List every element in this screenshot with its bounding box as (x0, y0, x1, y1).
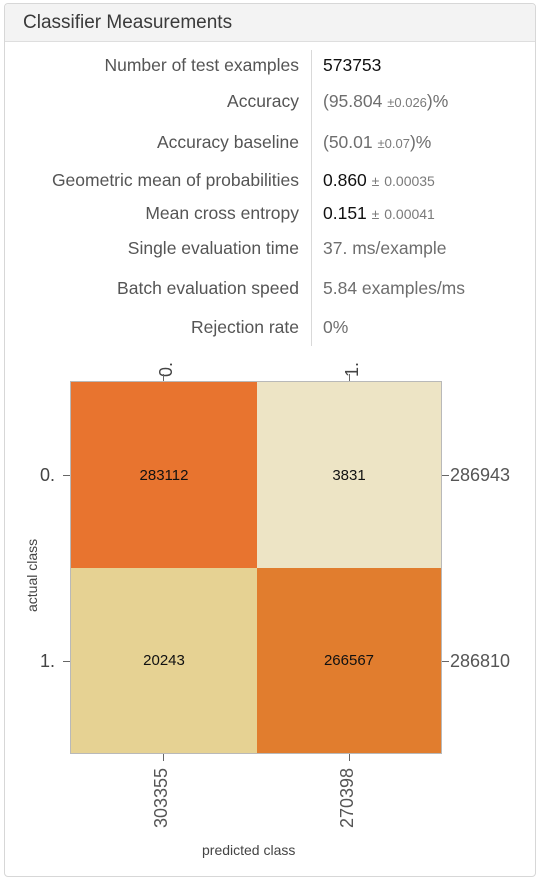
column-total-1: 270398 (337, 767, 357, 828)
metric-value: 37. ms/example (323, 238, 447, 258)
metric-label: Mean cross entropy (145, 203, 299, 223)
metric-row-test-examples: Number of test examples 573753 (0, 55, 540, 81)
metric-value: 0% (323, 317, 349, 337)
metric-label: Rejection rate (191, 317, 299, 337)
matrix-cell-1-1: 266567 (257, 568, 441, 753)
row-total-0: 286943 (450, 465, 511, 485)
column-label-1: 1. (342, 361, 362, 377)
x-axis-title: predicted class (202, 842, 296, 858)
metric-error: 0.07 (384, 136, 410, 151)
cell-count: 283112 (139, 466, 189, 484)
tick-left-1 (63, 661, 70, 662)
row-total-1: 286810 (450, 651, 511, 671)
metric-row-cross-entropy: Mean cross entropy 0.151 ± 0.00041 (0, 203, 540, 229)
metric-label: Geometric mean of probabilities (51, 170, 299, 190)
panel-title: Classifier Measurements (23, 12, 233, 33)
metric-value-group: 0.860 ± 0.00035 (323, 170, 435, 191)
metric-row-accuracy-baseline: Accuracy baseline (50.01 ±0.07)% (0, 132, 540, 158)
plus-minus-sign: ± (371, 206, 380, 222)
row-label-1: 1. (40, 651, 56, 671)
metric-error: 0.00035 (384, 173, 435, 189)
metric-value-group: 0.151 ± 0.00041 (323, 203, 435, 224)
metric-value-group: (50.01 ±0.07)% (323, 132, 431, 153)
matrix-cell-0-0: 283112 (71, 382, 257, 568)
column-total-0: 303355 (151, 767, 171, 828)
paren-open: ( (323, 91, 329, 111)
column-label-0: 0. (156, 361, 176, 377)
tick-right-1 (442, 661, 449, 662)
tick-bottom-1 (349, 754, 350, 761)
metric-label: Number of test examples (104, 55, 299, 75)
metric-label: Accuracy (227, 91, 299, 111)
tick-bottom-0 (163, 754, 164, 761)
plus-minus-sign: ± (371, 173, 380, 189)
metric-label: Single evaluation time (127, 238, 299, 258)
matrix-cell-0-1: 3831 (257, 382, 441, 568)
metric-value: 573753 (323, 55, 382, 75)
paren-open: ( (323, 132, 329, 152)
metric-label: Accuracy baseline (156, 132, 299, 152)
plus-minus-sign: ± (387, 95, 395, 110)
confusion-matrix-grid: 283112 3831 20243 266567 (70, 381, 442, 754)
metric-row-accuracy: Accuracy (95.804 ±0.026)% (0, 91, 540, 117)
metrics-divider (311, 50, 312, 346)
metric-value-group: (95.804 ±0.026)% (323, 91, 448, 112)
cell-count: 266567 (323, 652, 375, 669)
tick-top-1 (349, 374, 350, 381)
cell-count: 3831 (332, 466, 366, 484)
cell-count: 20243 (143, 652, 185, 669)
matrix-cell-1-0: 20243 (71, 568, 257, 753)
metric-value: 95.804 (328, 91, 383, 111)
tick-top-0 (163, 374, 164, 381)
metric-value: 0.151 (323, 203, 367, 223)
plus-minus-sign: ± (377, 136, 385, 151)
tick-left-0 (63, 475, 70, 476)
tick-right-0 (442, 475, 449, 476)
metric-error: 0.026 (394, 95, 427, 110)
metric-row-batch-eval-speed: Batch evaluation speed 5.84 examples/ms (0, 278, 540, 304)
metric-row-single-eval-time: Single evaluation time 37. ms/example (0, 238, 540, 264)
y-axis-title: actual class (24, 538, 40, 612)
row-label-0: 0. (40, 465, 56, 485)
metric-error: 0.00041 (384, 206, 435, 222)
metric-value: 5.84 examples/ms (323, 278, 466, 298)
paren-close: )% (426, 91, 449, 111)
metric-row-rejection-rate: Rejection rate 0% (0, 317, 540, 343)
metric-row-geometric-mean: Geometric mean of probabilities 0.860 ± … (0, 170, 540, 196)
panel-titlebar: Classifier Measurements (5, 4, 535, 42)
metric-value: 50.01 (328, 132, 373, 152)
metric-value: 0.860 (323, 170, 367, 190)
metric-label: Batch evaluation speed (117, 278, 299, 298)
paren-close: )% (409, 132, 432, 152)
